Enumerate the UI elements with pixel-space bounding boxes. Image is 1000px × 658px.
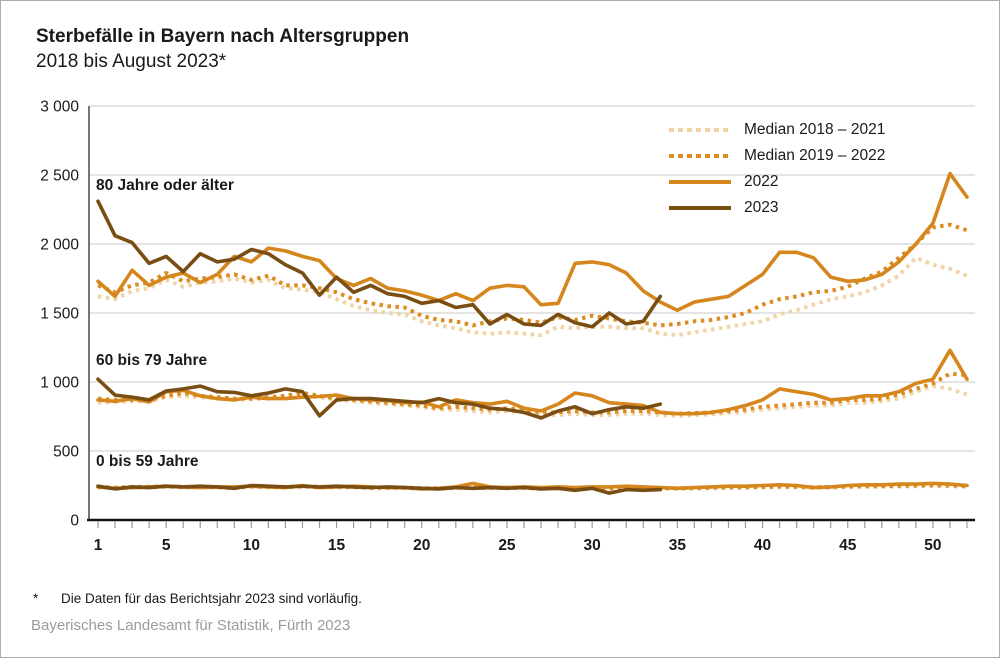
legend-line-sample-solid-brown [669,206,731,210]
legend-item-median-2018-2021: Median 2018 – 2021 [669,117,885,143]
legend-line-sample-dotted-orange [669,154,731,158]
svg-text:35: 35 [669,537,687,554]
footnote: * Die Daten für das Berichtsjahr 2023 si… [33,591,362,606]
chart-legend: Median 2018 – 2021 Median 2019 – 2022 20… [669,117,885,221]
page-title: Sterbefälle in Bayern nach Altersgruppen [36,26,410,47]
legend-label: Median 2018 – 2021 [744,121,886,138]
svg-text:30: 30 [584,537,601,554]
svg-text:45: 45 [839,537,857,554]
footnote-text: Die Daten für das Berichtsjahr 2023 sind… [61,591,362,606]
svg-text:2 000: 2 000 [40,237,79,254]
legend-label: 2023 [744,199,779,216]
legend-item-median-2019-2022: Median 2019 – 2022 [669,143,885,169]
svg-text:5: 5 [162,537,171,554]
title-block: Sterbefälle in Bayern nach Altersgruppen… [36,25,409,74]
legend-item-2022: 2022 [669,169,885,195]
svg-text:1 500: 1 500 [40,306,79,323]
legend-label: 2022 [744,173,779,190]
source-attribution: Bayerisches Landesamt für Statistik, Für… [31,617,351,634]
svg-text:15: 15 [328,537,346,554]
group-label-80-plus: 80 Jahre oder älter [96,177,234,194]
legend-item-2023: 2023 [669,195,885,221]
svg-text:1: 1 [94,537,103,554]
svg-text:0: 0 [70,513,79,530]
svg-text:2 500: 2 500 [40,168,79,185]
footnote-marker: * [33,591,39,606]
svg-text:50: 50 [924,537,941,554]
group-label-60-79: 60 bis 79 Jahre [96,352,208,369]
svg-text:3 000: 3 000 [40,99,79,116]
svg-text:20: 20 [413,537,430,554]
svg-text:1 000: 1 000 [40,375,79,392]
svg-text:25: 25 [498,537,516,554]
legend-line-sample-dotted-light [669,128,731,132]
group-label-0-59: 0 bis 59 Jahre [96,453,199,470]
legend-label: Median 2019 – 2022 [744,147,886,164]
svg-text:40: 40 [754,537,771,554]
legend-line-sample-solid-orange [669,180,731,184]
svg-text:10: 10 [243,537,260,554]
page-subtitle: 2018 bis August 2023* [36,50,227,72]
svg-text:500: 500 [53,444,79,461]
